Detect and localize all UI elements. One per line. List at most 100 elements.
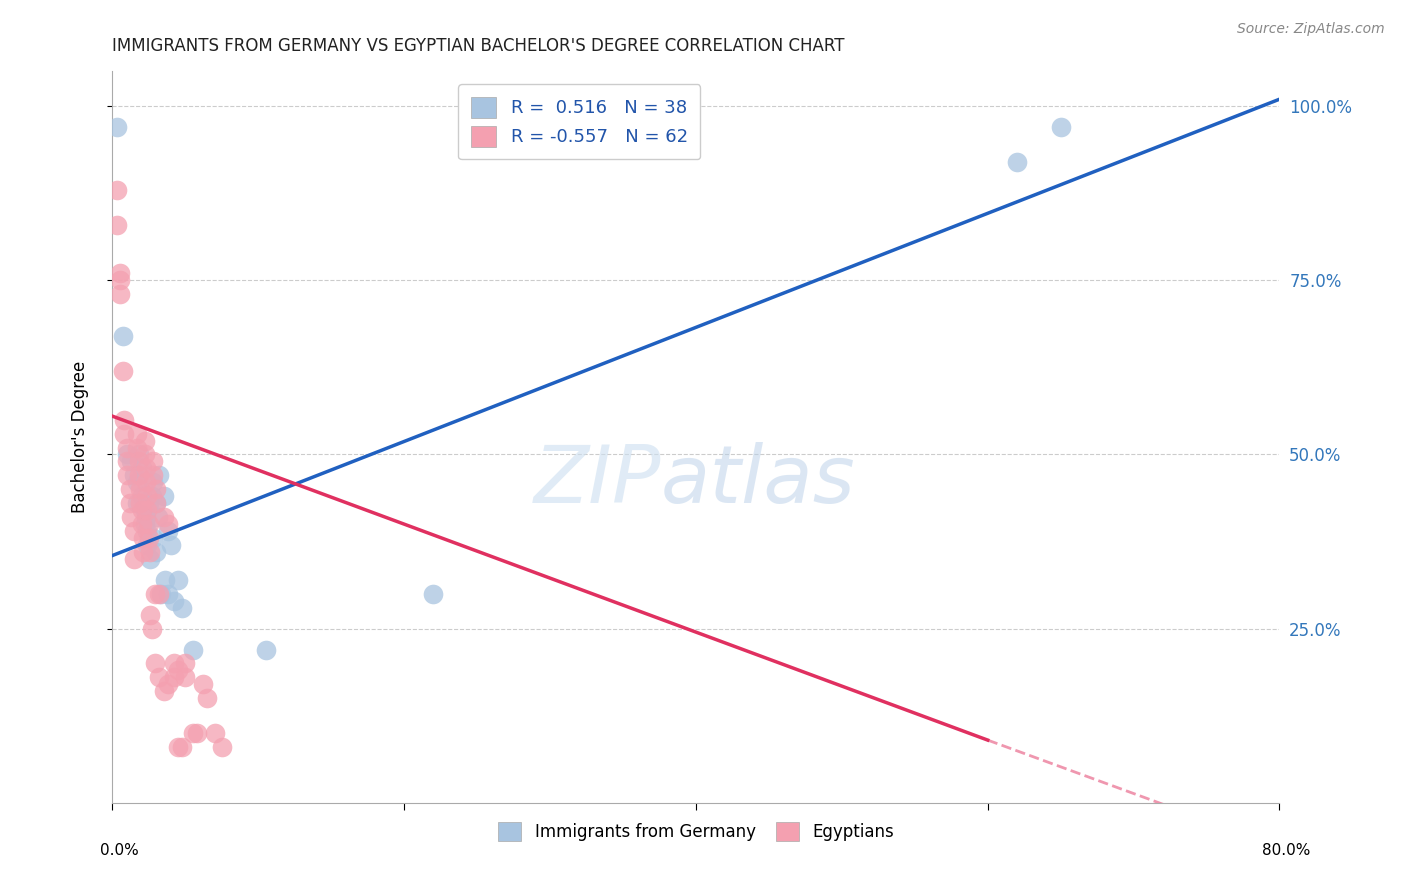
Point bbox=[152, 510, 174, 524]
Legend: Immigrants from Germany, Egyptians: Immigrants from Germany, Egyptians bbox=[489, 814, 903, 849]
Point bbox=[134, 503, 156, 517]
Text: atlas: atlas bbox=[661, 442, 856, 520]
Point bbox=[115, 448, 138, 462]
Point bbox=[254, 642, 277, 657]
Point bbox=[167, 664, 190, 678]
Point bbox=[138, 531, 160, 545]
Point bbox=[186, 726, 208, 740]
Point bbox=[115, 454, 138, 468]
Point bbox=[111, 329, 134, 343]
Point bbox=[142, 531, 165, 545]
Point bbox=[112, 426, 135, 441]
Text: ZIP: ZIP bbox=[534, 442, 661, 520]
Point bbox=[148, 670, 170, 684]
Point bbox=[131, 461, 153, 475]
Point bbox=[129, 496, 152, 510]
Text: 0.0%: 0.0% bbox=[100, 843, 139, 858]
Point bbox=[127, 441, 149, 455]
Point bbox=[174, 657, 197, 671]
Point bbox=[128, 448, 150, 462]
Point bbox=[142, 468, 165, 483]
Text: IMMIGRANTS FROM GERMANY VS EGYPTIAN BACHELOR'S DEGREE CORRELATION CHART: IMMIGRANTS FROM GERMANY VS EGYPTIAN BACH… bbox=[112, 37, 845, 54]
Point bbox=[105, 120, 128, 134]
Point bbox=[145, 496, 167, 510]
Point bbox=[118, 483, 141, 497]
Point bbox=[124, 468, 146, 483]
Point bbox=[127, 496, 149, 510]
Point bbox=[156, 524, 179, 538]
Point bbox=[146, 510, 169, 524]
Point bbox=[167, 573, 190, 587]
Point bbox=[108, 273, 131, 287]
Point bbox=[131, 517, 153, 532]
Point bbox=[143, 657, 166, 671]
Point bbox=[141, 489, 163, 503]
Point bbox=[139, 607, 162, 622]
Point bbox=[163, 594, 186, 608]
Point bbox=[163, 657, 186, 671]
Point bbox=[156, 677, 179, 691]
Point bbox=[142, 475, 165, 490]
Point bbox=[120, 454, 142, 468]
Point bbox=[111, 364, 134, 378]
Point bbox=[191, 677, 214, 691]
Point bbox=[172, 600, 194, 615]
Point bbox=[156, 587, 179, 601]
Point bbox=[134, 434, 156, 448]
Point bbox=[118, 496, 141, 510]
Point bbox=[108, 266, 131, 280]
Point bbox=[141, 622, 163, 636]
Point bbox=[124, 524, 146, 538]
Point bbox=[149, 587, 172, 601]
Y-axis label: Bachelor's Degree: Bachelor's Degree bbox=[70, 361, 89, 513]
Point bbox=[135, 461, 157, 475]
Point bbox=[148, 587, 170, 601]
Point bbox=[136, 538, 159, 552]
Point bbox=[115, 441, 138, 455]
Point bbox=[105, 183, 128, 197]
Point bbox=[152, 684, 174, 698]
Point bbox=[163, 670, 186, 684]
Text: Source: ZipAtlas.com: Source: ZipAtlas.com bbox=[1237, 22, 1385, 37]
Point bbox=[115, 468, 138, 483]
Point bbox=[112, 412, 135, 426]
Point bbox=[160, 538, 183, 552]
Point bbox=[145, 483, 167, 497]
Point bbox=[139, 552, 162, 566]
Text: 80.0%: 80.0% bbox=[1263, 843, 1310, 858]
Point bbox=[132, 531, 155, 545]
Point bbox=[129, 483, 152, 497]
Point bbox=[152, 489, 174, 503]
Point bbox=[211, 740, 233, 755]
Point bbox=[139, 545, 162, 559]
Point bbox=[167, 740, 190, 755]
Point bbox=[195, 691, 218, 706]
Point bbox=[1005, 155, 1028, 169]
Point bbox=[181, 726, 204, 740]
Point bbox=[135, 475, 157, 490]
Point bbox=[148, 468, 170, 483]
Point bbox=[138, 496, 160, 510]
Point bbox=[138, 517, 160, 532]
Point bbox=[204, 726, 226, 740]
Point bbox=[132, 545, 155, 559]
Point bbox=[124, 552, 146, 566]
Point bbox=[128, 468, 150, 483]
Point bbox=[134, 448, 156, 462]
Point bbox=[136, 524, 159, 538]
Point bbox=[172, 740, 194, 755]
Point bbox=[127, 475, 149, 490]
Point bbox=[128, 454, 150, 468]
Point bbox=[143, 587, 166, 601]
Point bbox=[153, 573, 176, 587]
Point bbox=[136, 503, 159, 517]
Point bbox=[127, 426, 149, 441]
Point bbox=[134, 517, 156, 532]
Point bbox=[105, 218, 128, 232]
Point bbox=[422, 587, 444, 601]
Point bbox=[131, 503, 153, 517]
Point bbox=[1049, 120, 1071, 134]
Point bbox=[156, 517, 179, 532]
Point bbox=[145, 496, 167, 510]
Point bbox=[181, 642, 204, 657]
